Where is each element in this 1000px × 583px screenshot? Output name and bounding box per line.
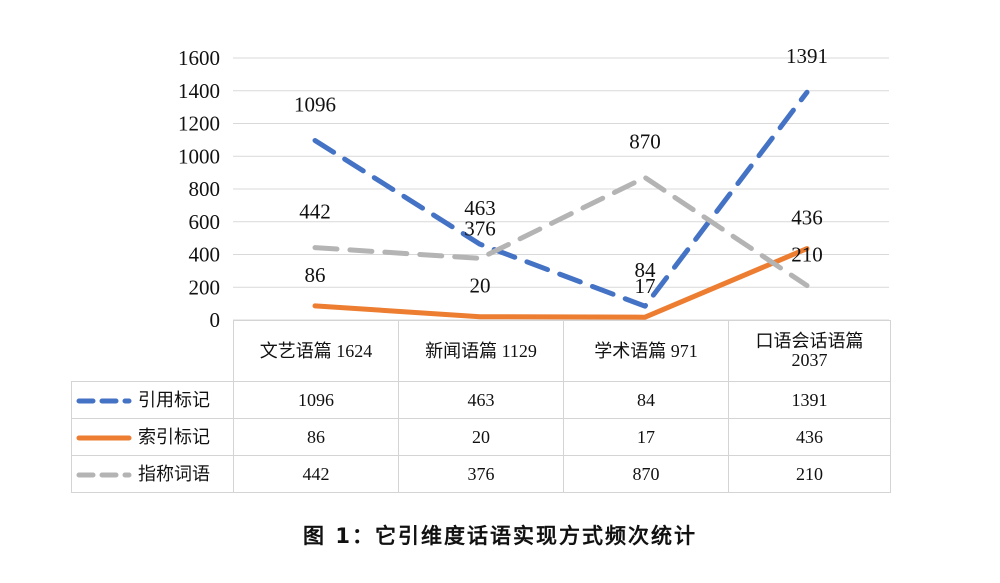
series-line xyxy=(312,246,810,320)
data-label: 210 xyxy=(791,243,823,267)
series-line xyxy=(312,175,810,289)
legend-label: 指称词语 xyxy=(138,463,210,484)
legend-entry: 指称词语 xyxy=(71,455,234,493)
table-cell: 463 xyxy=(398,381,564,419)
legend-entry: 引用标记 xyxy=(71,381,234,419)
y-tick-label: 1600 xyxy=(178,46,220,70)
table-cell: 870 xyxy=(563,455,729,493)
data-table: 文艺语篇 1624 新闻语篇 1129 学术语篇 971 口语会话语篇 2037… xyxy=(71,320,891,493)
y-tick-label: 1200 xyxy=(178,112,220,136)
table-corner xyxy=(71,320,234,382)
table-cell: 17 xyxy=(563,418,729,456)
table-cell: 1096 xyxy=(233,381,399,419)
data-label: 20 xyxy=(470,274,491,298)
legend-entry: 索引标记 xyxy=(71,418,234,456)
category-label: 文艺语篇 1624 xyxy=(233,320,399,382)
legend-label: 引用标记 xyxy=(138,389,210,410)
category-row: 文艺语篇 1624 新闻语篇 1129 学术语篇 971 口语会话语篇 2037 xyxy=(71,320,891,382)
table-cell: 20 xyxy=(398,418,564,456)
legend-label: 索引标记 xyxy=(138,426,210,447)
data-label: 463 xyxy=(464,196,496,220)
data-label: 1096 xyxy=(294,93,336,117)
series-row: 引用标记 1096 463 84 1391 xyxy=(71,381,891,419)
data-label: 870 xyxy=(629,130,661,154)
legend-swatch-dashed-blue xyxy=(76,398,132,404)
table-cell: 84 xyxy=(563,381,729,419)
y-tick-label: 400 xyxy=(189,243,221,267)
data-label: 84 xyxy=(635,258,657,282)
y-tick-label: 800 xyxy=(189,177,221,201)
table-cell: 210 xyxy=(728,455,891,493)
y-tick-label: 1000 xyxy=(178,144,220,168)
data-label: 442 xyxy=(299,200,331,224)
series-row: 指称词语 442 376 870 210 xyxy=(71,455,891,493)
data-labels: 1096 463 84 1391 86 20 17 436 442 376 870 210 xyxy=(294,44,828,298)
table-cell: 1391 xyxy=(728,381,891,419)
series-row: 索引标记 86 20 17 436 xyxy=(71,418,891,456)
y-tick-label: 0 xyxy=(210,308,221,332)
series-lines xyxy=(312,89,810,320)
y-tick-label: 200 xyxy=(189,275,221,299)
table-cell: 86 xyxy=(233,418,399,456)
category-label: 口语会话语篇 2037 xyxy=(728,320,891,382)
category-label: 新闻语篇 1129 xyxy=(398,320,564,382)
gridlines xyxy=(233,57,889,321)
legend-swatch-dashed-gray xyxy=(76,472,132,478)
category-label: 学术语篇 971 xyxy=(563,320,729,382)
legend-swatch-solid-orange xyxy=(76,435,132,441)
y-axis-ticks: 0 200 400 600 800 1000 1200 1400 1600 xyxy=(178,46,220,332)
y-tick-label: 600 xyxy=(189,210,221,234)
data-label: 1391 xyxy=(786,44,828,68)
figure-caption: 图 1：它引维度话语实现方式频次统计 xyxy=(303,524,697,548)
y-tick-label: 1400 xyxy=(178,79,220,103)
series-line xyxy=(312,89,810,309)
data-label: 86 xyxy=(305,263,326,287)
table-cell: 376 xyxy=(398,455,564,493)
table-cell: 442 xyxy=(233,455,399,493)
table-cell: 436 xyxy=(728,418,891,456)
data-label: 17 xyxy=(635,274,656,298)
data-label: 376 xyxy=(464,216,496,240)
data-label: 436 xyxy=(791,206,823,230)
